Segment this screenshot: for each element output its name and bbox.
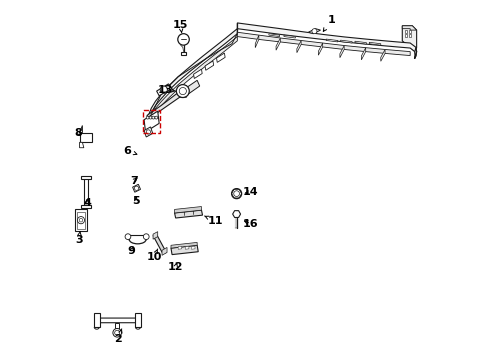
- Polygon shape: [153, 231, 158, 239]
- Polygon shape: [183, 80, 199, 95]
- Polygon shape: [296, 41, 301, 53]
- Polygon shape: [380, 49, 384, 61]
- Text: 5: 5: [132, 196, 140, 206]
- Text: 16: 16: [243, 219, 258, 229]
- Polygon shape: [191, 246, 195, 249]
- Polygon shape: [135, 314, 141, 327]
- Polygon shape: [144, 111, 159, 132]
- Polygon shape: [156, 84, 172, 96]
- Polygon shape: [144, 127, 152, 137]
- Polygon shape: [193, 69, 202, 78]
- Circle shape: [176, 85, 189, 98]
- Polygon shape: [83, 178, 88, 207]
- Polygon shape: [402, 26, 416, 52]
- Text: 9: 9: [127, 246, 135, 256]
- Text: 4: 4: [83, 198, 91, 208]
- Polygon shape: [181, 51, 185, 55]
- Circle shape: [113, 328, 121, 337]
- Text: 11: 11: [204, 216, 223, 226]
- Circle shape: [143, 234, 149, 239]
- Text: 7: 7: [130, 176, 138, 186]
- Polygon shape: [405, 31, 407, 33]
- Polygon shape: [80, 133, 92, 142]
- Polygon shape: [178, 246, 182, 249]
- Text: 10: 10: [146, 249, 162, 262]
- Circle shape: [79, 219, 82, 222]
- Circle shape: [125, 234, 131, 239]
- Polygon shape: [148, 37, 237, 127]
- Polygon shape: [318, 43, 322, 55]
- Polygon shape: [147, 29, 237, 128]
- Polygon shape: [276, 38, 280, 50]
- Polygon shape: [132, 184, 140, 192]
- Polygon shape: [185, 246, 188, 249]
- Polygon shape: [339, 45, 344, 58]
- Polygon shape: [94, 318, 140, 323]
- Circle shape: [160, 86, 167, 93]
- Polygon shape: [174, 210, 202, 218]
- Circle shape: [155, 116, 158, 119]
- Polygon shape: [81, 205, 91, 208]
- Polygon shape: [361, 48, 365, 60]
- Polygon shape: [408, 31, 410, 33]
- Circle shape: [146, 130, 150, 134]
- Polygon shape: [268, 34, 279, 37]
- Polygon shape: [81, 176, 91, 179]
- Circle shape: [233, 191, 239, 197]
- Polygon shape: [115, 323, 119, 331]
- Polygon shape: [80, 126, 82, 133]
- Polygon shape: [77, 212, 85, 229]
- Text: 8: 8: [74, 128, 82, 138]
- Polygon shape: [153, 234, 166, 253]
- Polygon shape: [147, 90, 187, 118]
- Polygon shape: [284, 35, 295, 38]
- Polygon shape: [405, 34, 407, 37]
- Text: 14: 14: [243, 187, 258, 197]
- Polygon shape: [237, 23, 416, 59]
- Polygon shape: [232, 211, 240, 217]
- Polygon shape: [75, 210, 86, 231]
- Polygon shape: [94, 314, 100, 327]
- Polygon shape: [204, 61, 213, 70]
- Polygon shape: [162, 247, 167, 255]
- Circle shape: [134, 186, 139, 190]
- Polygon shape: [255, 35, 258, 48]
- Polygon shape: [368, 42, 380, 45]
- Polygon shape: [171, 245, 198, 255]
- Text: 15: 15: [173, 20, 188, 33]
- Polygon shape: [308, 29, 320, 34]
- Circle shape: [149, 116, 152, 119]
- Polygon shape: [216, 53, 224, 62]
- Polygon shape: [171, 242, 197, 248]
- Circle shape: [115, 330, 120, 335]
- Polygon shape: [354, 41, 366, 44]
- Circle shape: [152, 116, 155, 119]
- Circle shape: [77, 217, 84, 224]
- Text: 3: 3: [75, 231, 82, 244]
- Text: 13: 13: [157, 85, 175, 95]
- Circle shape: [231, 189, 241, 199]
- Circle shape: [146, 116, 149, 119]
- Polygon shape: [408, 34, 410, 37]
- Text: 6: 6: [122, 145, 137, 156]
- Polygon shape: [414, 47, 416, 59]
- Circle shape: [311, 29, 316, 34]
- Polygon shape: [325, 39, 337, 42]
- Polygon shape: [402, 26, 416, 30]
- Polygon shape: [340, 40, 351, 43]
- Polygon shape: [237, 32, 409, 55]
- Polygon shape: [174, 207, 201, 213]
- Polygon shape: [80, 142, 83, 148]
- Text: 12: 12: [167, 262, 183, 272]
- Text: 2: 2: [114, 329, 122, 344]
- Circle shape: [179, 87, 186, 95]
- Circle shape: [178, 34, 189, 45]
- Text: 1: 1: [323, 15, 334, 31]
